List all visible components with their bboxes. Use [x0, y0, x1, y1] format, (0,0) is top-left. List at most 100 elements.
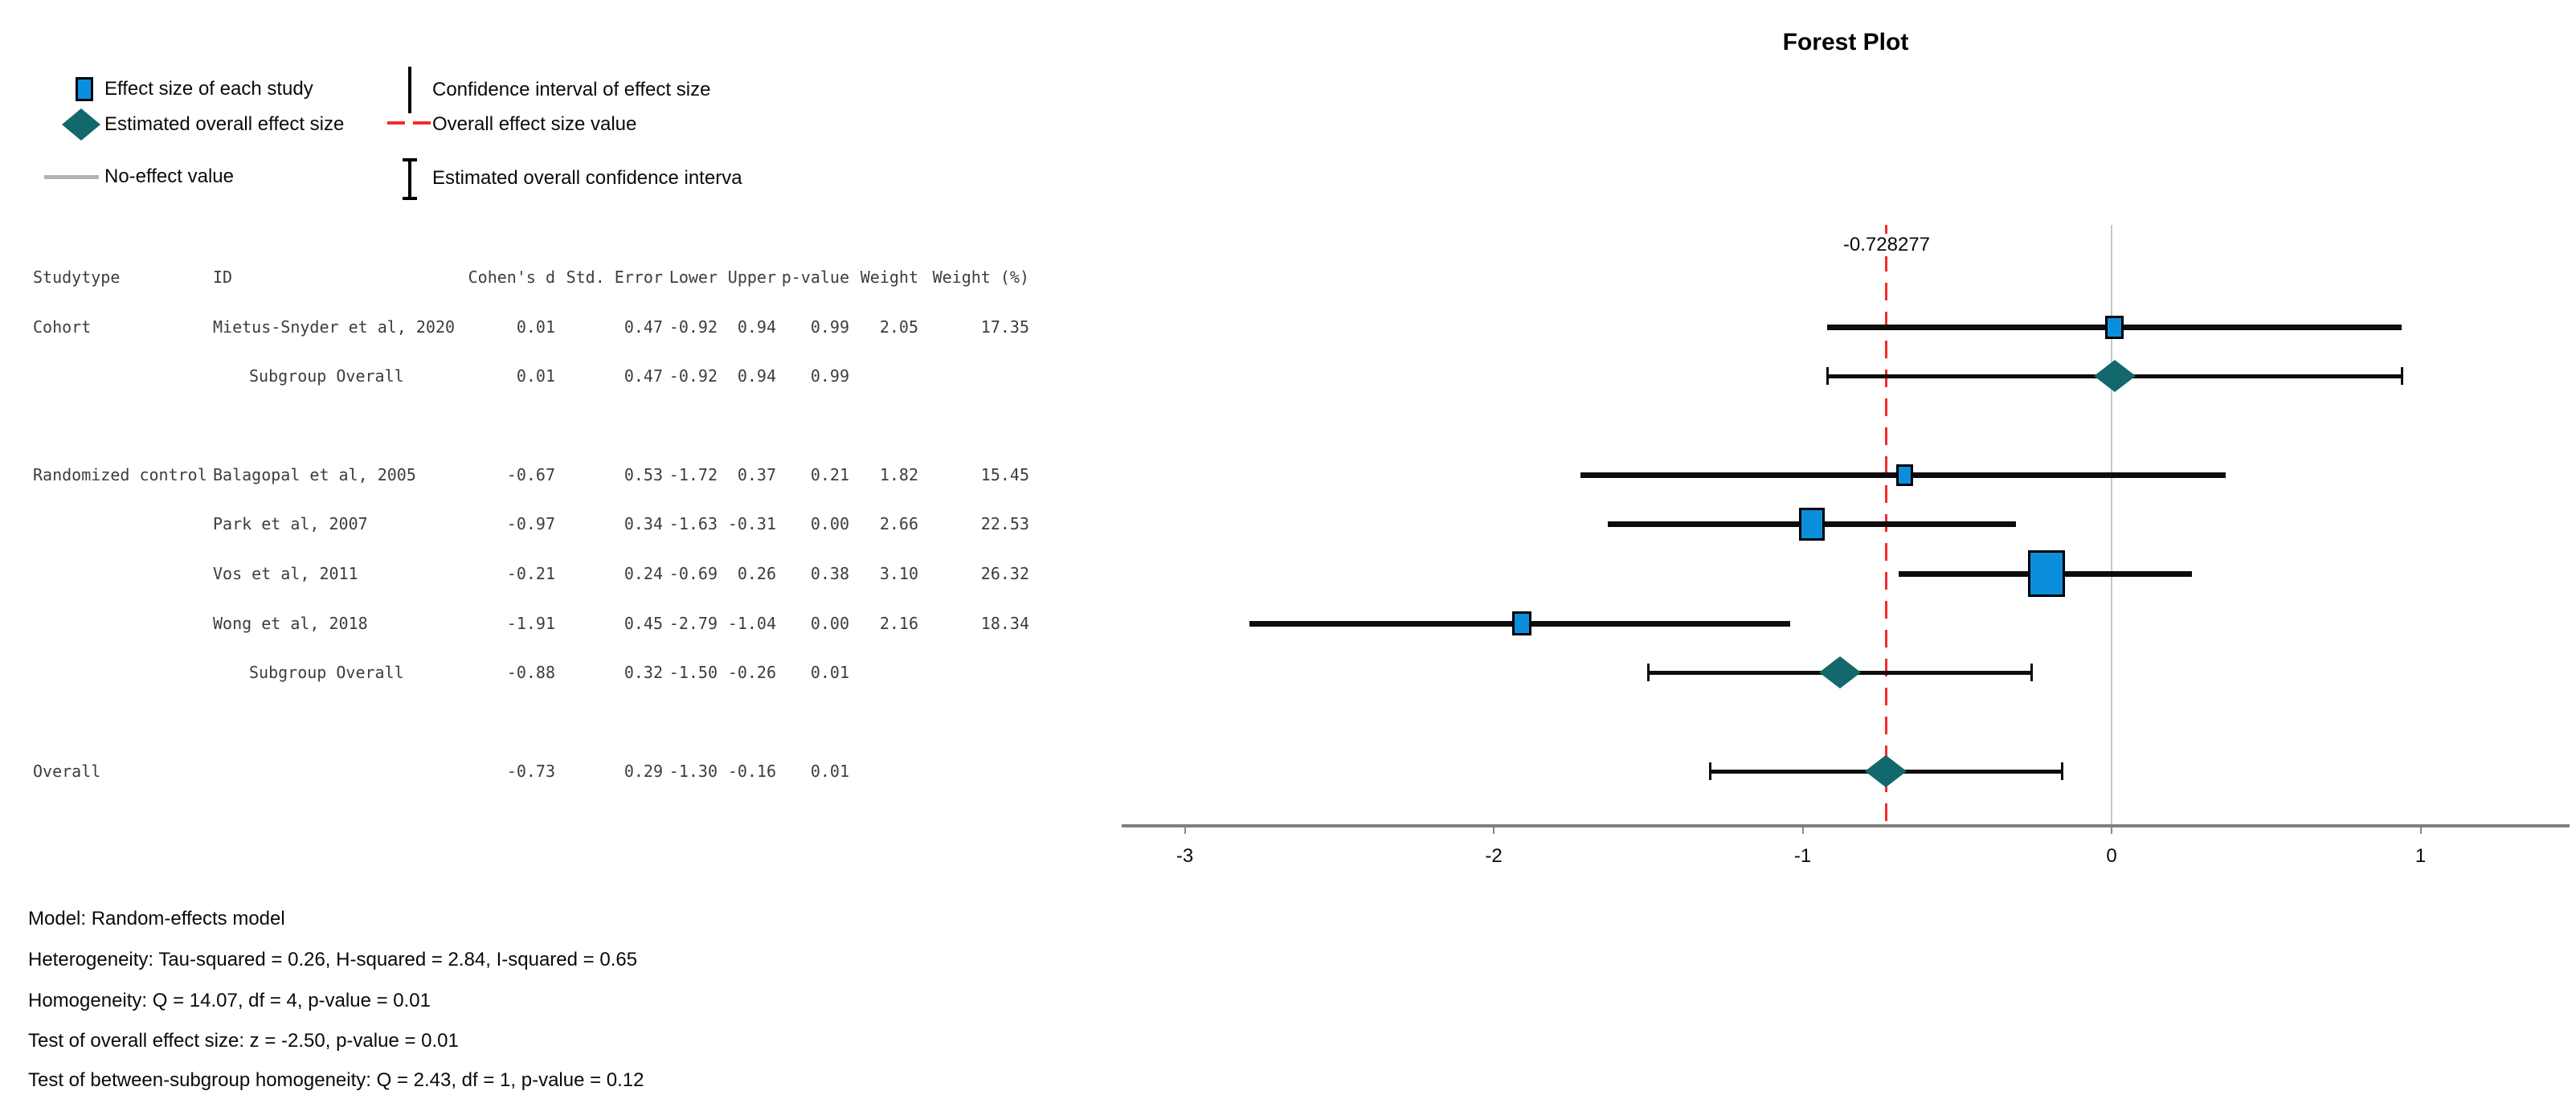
table-cell-cohens-d: -0.21	[506, 564, 555, 583]
table-cell-upper: 0.94	[737, 366, 776, 386]
table-cell-lower: -1.63	[669, 514, 718, 533]
table-cell-lower: -1.72	[669, 465, 718, 484]
table-cell-std-error: 0.24	[624, 564, 663, 583]
x-axis-tick	[1184, 827, 1186, 834]
x-axis-tick-label: -1	[1793, 845, 1812, 867]
table-cell-studytype: Overall	[33, 762, 101, 781]
stat-overall-test: Test of overall effect size: z = -2.50, …	[28, 1030, 459, 1052]
x-axis-tick	[1493, 827, 1494, 834]
stat-model: Model: Random-effects model	[28, 908, 285, 929]
study-effect-square-marker	[1895, 464, 1913, 486]
table-cell-upper: -0.16	[727, 762, 776, 781]
x-axis-tick-label: 0	[2106, 845, 2117, 867]
table-cell-upper: -0.26	[727, 663, 776, 682]
table-cell-std-error: 0.29	[624, 762, 663, 781]
legend-label-ci: Confidence interval of effect size	[432, 79, 711, 100]
table-cell-id: Park et al, 2007	[213, 514, 368, 533]
no-effect-vline	[2111, 225, 2112, 826]
x-axis-tick-label: 1	[2414, 845, 2427, 867]
table-cell-cohens-d: -1.91	[506, 614, 555, 633]
legend-label-overall-effect: Estimated overall effect size	[104, 113, 345, 135]
table-cell-p-value: 0.99	[810, 317, 849, 337]
table-cell-studytype: Cohort	[33, 317, 92, 337]
table-cell-upper: 0.37	[737, 465, 776, 484]
no-effect-line-icon	[44, 175, 99, 179]
table-cell-cohens-d: -0.88	[506, 663, 555, 682]
table-cell-lower: -2.79	[669, 614, 718, 633]
table-cell-weight: 2.66	[879, 514, 918, 533]
table-cell-std-error: 0.53	[624, 465, 663, 484]
overall-effect-diamond-icon	[62, 108, 100, 141]
table-cell-upper: -1.04	[727, 614, 776, 633]
stat-homogeneity: Homogeneity: Q = 14.07, df = 4, p-value …	[28, 990, 431, 1011]
table-cell-lower: -1.50	[669, 663, 718, 682]
table-cell-cohens-d: -0.67	[506, 465, 555, 484]
table-cell-cohens-d: 0.01	[516, 366, 555, 386]
table-cell-weight: 2.16	[879, 614, 918, 633]
table-cell-weight-pct: 18.34	[980, 614, 1029, 633]
x-axis-tick	[2111, 827, 2112, 834]
study-effect-square-marker	[1511, 611, 1531, 635]
table-cell-p-value: 0.21	[810, 465, 849, 484]
table-cell-id: Subgroup Overall	[249, 663, 404, 682]
table-cell-id: Subgroup Overall	[249, 366, 404, 386]
table-cell-p-value: 0.99	[810, 366, 849, 386]
table-cell-lower: -0.69	[669, 564, 718, 583]
overall-ci-cap	[1826, 367, 1829, 385]
table-cell-upper: 0.94	[737, 317, 776, 337]
table-cell-p-value: 0.00	[810, 614, 849, 633]
x-axis-tick	[1801, 827, 1804, 834]
table-cell-studytype: Randomized control	[33, 465, 207, 484]
table-cell-p-value: 0.01	[810, 663, 849, 682]
table-cell-weight: 3.10	[879, 564, 918, 583]
table-cell-id: Vos et al, 2011	[213, 564, 358, 583]
legend-label-effect-size: Effect size of each study	[104, 78, 313, 100]
legend-label-no-effect: No-effect value	[104, 165, 234, 187]
table-header-weight: Weight	[860, 268, 918, 287]
table-cell-lower: -0.92	[669, 317, 718, 337]
table-cell-std-error: 0.47	[624, 366, 663, 386]
table-cell-p-value: 0.01	[810, 762, 849, 781]
table-cell-weight-pct: 26.32	[980, 564, 1029, 583]
table-cell-weight-pct: 15.45	[980, 465, 1029, 484]
table-cell-cohens-d: -0.97	[506, 514, 555, 533]
table-header-upper: Upper	[727, 268, 776, 287]
table-cell-std-error: 0.34	[624, 514, 663, 533]
table-header-p-value: p-value	[781, 268, 849, 287]
table-cell-id: Mietus-Snyder et al, 2020	[213, 317, 456, 337]
overall-effect-value-label: -0.728277	[1840, 234, 1933, 256]
stat-subgroup-test: Test of between-subgroup homogeneity: Q …	[28, 1069, 644, 1091]
x-axis-tick	[2419, 827, 2422, 834]
overall-ci-cap	[1708, 762, 1711, 780]
table-cell-id: Balagopal et al, 2005	[213, 465, 416, 484]
table-cell-p-value: 0.00	[810, 514, 849, 533]
table-header-cohens-d: Cohen's d	[468, 268, 555, 287]
x-axis-tick-label: -3	[1176, 845, 1194, 867]
effect-size-square-icon	[76, 77, 93, 101]
table-cell-lower: -0.92	[669, 366, 718, 386]
overall-ci-cap	[2400, 367, 2403, 385]
table-header-weight-pct: Weight (%)	[932, 268, 1029, 287]
table-cell-std-error: 0.32	[624, 663, 663, 682]
overall-effect-diamond-marker	[1818, 656, 1861, 688]
table-cell-weight: 2.05	[879, 317, 918, 337]
table-cell-p-value: 0.38	[810, 564, 849, 583]
overall-effect-diamond-marker	[1865, 755, 1907, 787]
table-cell-weight-pct: 17.35	[980, 317, 1029, 337]
table-cell-lower: -1.30	[669, 762, 718, 781]
table-cell-id: Wong et al, 2018	[213, 614, 368, 633]
x-axis-line	[1122, 824, 2570, 827]
table-header-std-error: Std. Error	[566, 268, 663, 287]
table-cell-cohens-d: -0.73	[506, 762, 555, 781]
plot-title: Forest Plot	[1782, 29, 1909, 55]
table-cell-std-error: 0.47	[624, 317, 663, 337]
legend-label-overall-ci: Estimated overall confidence interva	[432, 167, 742, 189]
overall-ci-cap	[1646, 664, 1650, 681]
table-header-studytype: Studytype	[33, 268, 121, 287]
table-cell-upper: 0.26	[737, 564, 776, 583]
study-effect-square-marker	[1799, 507, 1826, 541]
table-header-lower: Lower	[669, 268, 718, 287]
table-cell-cohens-d: 0.01	[516, 317, 555, 337]
overall-effect-dashed-line-icon	[387, 121, 431, 125]
